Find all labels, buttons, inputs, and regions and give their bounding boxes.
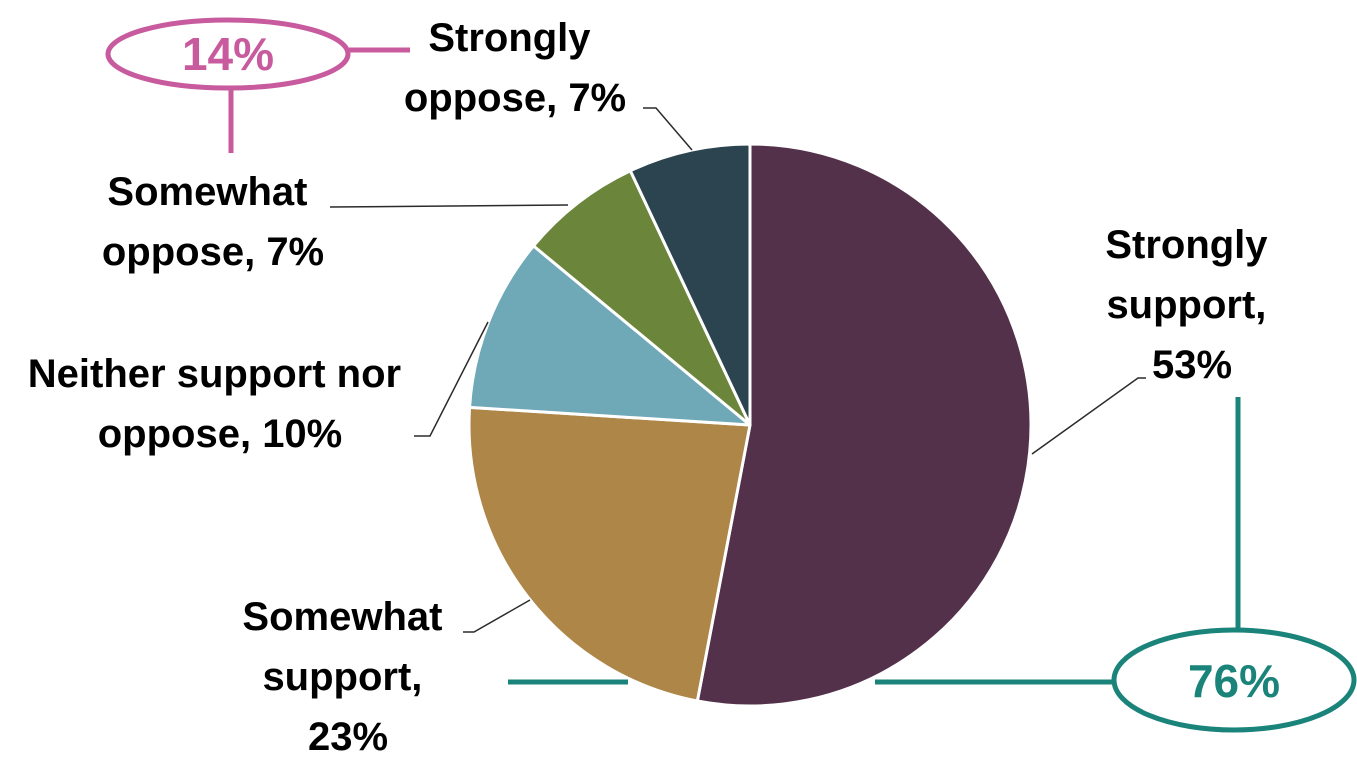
- leader-line-neither: [414, 321, 489, 437]
- leader-line-strongly-support: [1031, 377, 1146, 455]
- callout-oppose-ellipse: [105, 17, 351, 91]
- pie-slices: [467, 142, 1033, 708]
- slice-somewhat-support: [467, 405, 752, 703]
- leader-line-strongly-oppose: [643, 107, 693, 151]
- label-somewhat-oppose: Somewhat oppose, 7%: [102, 170, 324, 274]
- label-neither: Neither support nor oppose, 10%: [28, 352, 412, 456]
- leader-line-somewhat-support: [463, 599, 531, 633]
- callout-oppose-value: 14%: [182, 28, 274, 80]
- label-somewhat-support: Somewhat support, 23%: [242, 595, 453, 758]
- label-strongly-oppose: Strongly oppose, 7%: [404, 16, 626, 120]
- slice-neither: [468, 244, 752, 427]
- label-strongly-support: Strongly support, 53%: [1105, 223, 1278, 387]
- slice-somewhat-oppose: [531, 169, 752, 427]
- leader-lines: [329, 107, 1146, 633]
- callout-support-value: 76%: [1188, 655, 1280, 707]
- slice-strongly-oppose: [628, 142, 752, 427]
- leader-line-somewhat-oppose: [329, 204, 569, 208]
- slice-strongly-support: [695, 142, 1033, 708]
- callout-oppose-total: 14%: [105, 17, 410, 153]
- callout-support-ellipse: [1111, 627, 1357, 733]
- callout-support-total: 76%: [508, 397, 1357, 733]
